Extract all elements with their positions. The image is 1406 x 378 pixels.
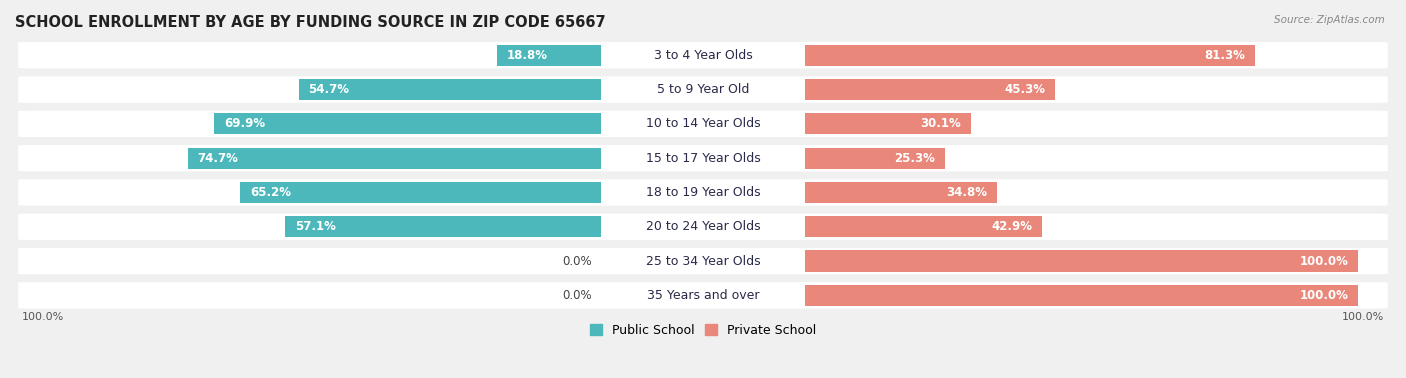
Text: 10 to 14 Year Olds: 10 to 14 Year Olds: [645, 117, 761, 130]
Text: 57.1%: 57.1%: [295, 220, 336, 233]
Legend: Public School, Private School: Public School, Private School: [585, 319, 821, 342]
FancyBboxPatch shape: [18, 248, 1388, 274]
Text: 42.9%: 42.9%: [991, 220, 1032, 233]
Bar: [804, 285, 1358, 306]
Text: 74.7%: 74.7%: [198, 152, 239, 165]
Text: 25 to 34 Year Olds: 25 to 34 Year Olds: [645, 254, 761, 268]
Bar: [804, 216, 1042, 237]
Bar: [298, 79, 602, 100]
Text: 54.7%: 54.7%: [308, 83, 350, 96]
Bar: [804, 113, 972, 135]
Text: 0.0%: 0.0%: [562, 289, 592, 302]
Text: 30.1%: 30.1%: [921, 117, 962, 130]
Text: 45.3%: 45.3%: [1004, 83, 1046, 96]
Bar: [188, 147, 602, 169]
Bar: [498, 45, 602, 66]
FancyBboxPatch shape: [18, 282, 1388, 308]
Text: 100.0%: 100.0%: [1343, 311, 1385, 322]
Bar: [804, 182, 997, 203]
Text: 100.0%: 100.0%: [21, 311, 63, 322]
Text: Source: ZipAtlas.com: Source: ZipAtlas.com: [1274, 15, 1385, 25]
Text: 18.8%: 18.8%: [508, 49, 548, 62]
Text: 100.0%: 100.0%: [1299, 254, 1348, 268]
Text: 34.8%: 34.8%: [946, 186, 987, 199]
FancyBboxPatch shape: [18, 179, 1388, 206]
Text: 3 to 4 Year Olds: 3 to 4 Year Olds: [654, 49, 752, 62]
Bar: [804, 45, 1254, 66]
FancyBboxPatch shape: [18, 42, 1388, 68]
Text: 18 to 19 Year Olds: 18 to 19 Year Olds: [645, 186, 761, 199]
Bar: [804, 251, 1358, 272]
Text: 69.9%: 69.9%: [224, 117, 266, 130]
Bar: [215, 113, 602, 135]
Text: 5 to 9 Year Old: 5 to 9 Year Old: [657, 83, 749, 96]
Text: SCHOOL ENROLLMENT BY AGE BY FUNDING SOURCE IN ZIP CODE 65667: SCHOOL ENROLLMENT BY AGE BY FUNDING SOUR…: [15, 15, 606, 30]
FancyBboxPatch shape: [18, 145, 1388, 171]
Text: 0.0%: 0.0%: [562, 254, 592, 268]
Text: 35 Years and over: 35 Years and over: [647, 289, 759, 302]
Text: 81.3%: 81.3%: [1204, 49, 1244, 62]
FancyBboxPatch shape: [18, 111, 1388, 137]
Text: 25.3%: 25.3%: [894, 152, 935, 165]
Bar: [285, 216, 602, 237]
FancyBboxPatch shape: [18, 214, 1388, 240]
Bar: [240, 182, 602, 203]
Bar: [804, 147, 945, 169]
Text: 65.2%: 65.2%: [250, 186, 291, 199]
Text: 100.0%: 100.0%: [1299, 289, 1348, 302]
FancyBboxPatch shape: [18, 76, 1388, 103]
Text: 15 to 17 Year Olds: 15 to 17 Year Olds: [645, 152, 761, 165]
Text: 20 to 24 Year Olds: 20 to 24 Year Olds: [645, 220, 761, 233]
Bar: [804, 79, 1056, 100]
